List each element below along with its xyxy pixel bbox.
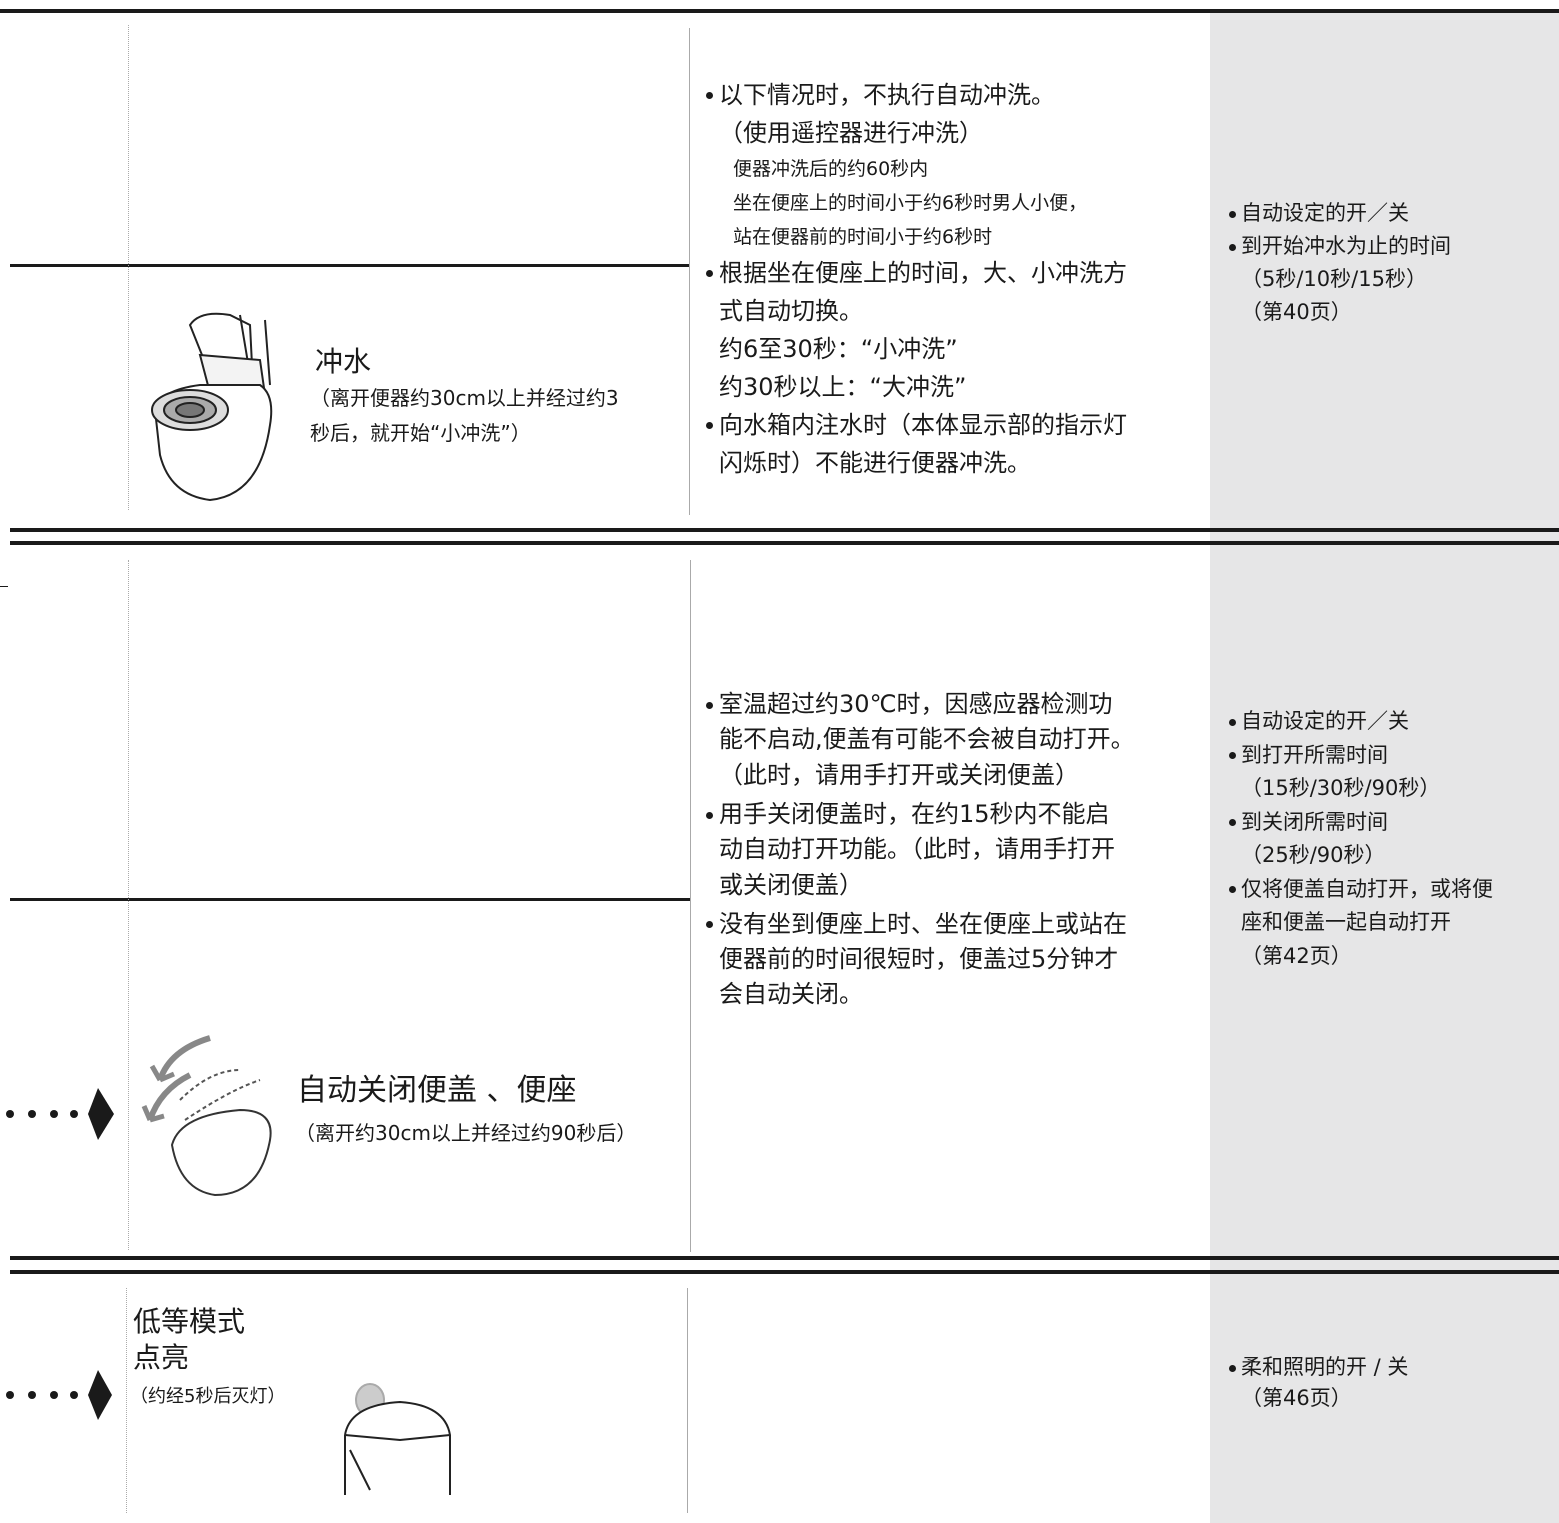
note-text: 会自动关闭。 (719, 980, 863, 1009)
setting-text: 座和便盖一起自动打开 (1241, 910, 1451, 934)
setting-text: 到打开所需时间 (1241, 742, 1388, 767)
note-text: 向水箱内注水时（本体显示部的指示灯 (719, 411, 1127, 439)
bullet (706, 811, 713, 819)
note-text: 约6至30秒：“小冲洗” (719, 335, 958, 363)
lid-illustration (6, 1035, 272, 1197)
setting-text: 到关闭所需时间 (1241, 809, 1388, 834)
bullet (1229, 752, 1236, 760)
note-text: （此时，请用手打开或关闭便盖） (719, 760, 1079, 789)
rule (10, 1256, 1559, 1260)
rule (10, 264, 690, 267)
bullet (706, 92, 713, 99)
setting-text: 自动设定的开／关 (1241, 201, 1409, 225)
divider (128, 25, 129, 510)
caption: 秒后，就开始“小冲洗”） (310, 421, 531, 445)
section-title: 自动关闭便盖 、便座 (297, 1073, 577, 1108)
note-text: 没有坐到便座上时、坐在便座上或站在 (719, 909, 1127, 938)
setting-text: 柔和照明的开 / 关 (1241, 1355, 1409, 1379)
note-text: （使用遥控器进行冲洗） (719, 119, 983, 147)
light-illustration (6, 1370, 451, 1495)
note-text: 用手关闭便盖时，在约15秒内不能启 (719, 799, 1110, 828)
note-text: 动自动打开功能。（此时，请用手打开 (719, 835, 1115, 864)
bullet (706, 422, 713, 429)
section-title: 冲水 (315, 345, 372, 378)
rule (10, 528, 1559, 532)
bullet (706, 701, 713, 709)
flush-illustration (151, 312, 273, 502)
divider (128, 560, 129, 1250)
note-text: 或关闭便盖） (719, 870, 863, 899)
setting-text: 自动设定的开／关 (1241, 709, 1409, 733)
note-text: 能不启动,便盖有可能不会被自动打开。 (719, 725, 1135, 754)
setting-text: （第46页） (1241, 1386, 1352, 1410)
note-text: 根据坐在便座上的时间，大、小冲洗方 (719, 259, 1127, 287)
note-text: 闪烁时）不能进行便器冲洗。 (719, 449, 1031, 477)
note-detail: 便器冲洗后的约60秒内 (733, 158, 929, 180)
section-title: 点亮 (133, 1341, 190, 1374)
divider (687, 1288, 688, 1513)
divider (689, 28, 690, 515)
bullet (1229, 243, 1236, 251)
setting-text: （5秒/10秒/15秒） (1241, 267, 1427, 291)
caption: （约经5秒后灭灯） (130, 1386, 286, 1407)
bullet (1229, 886, 1236, 894)
caption: （离开约30cm以上并经过约90秒后） (295, 1121, 637, 1145)
setting-text: 仅将便盖自动打开，或将便 (1241, 876, 1493, 901)
note-text: 以下情况时，不执行自动冲洗。 (719, 81, 1055, 109)
bullet (706, 270, 713, 277)
note-detail: 坐在便座上的时间小于约6秒时男人小便， (733, 192, 1088, 214)
bullet (1229, 718, 1236, 726)
setting-text: （25秒/90秒） (1241, 843, 1386, 867)
caption: （离开便器约30cm以上并经过约3 (310, 386, 619, 410)
setting-text: （第42页） (1241, 943, 1352, 968)
rule (0, 586, 8, 587)
bullet (1229, 819, 1236, 827)
rule (10, 541, 1559, 545)
section-title: 低等模式 (133, 1305, 246, 1338)
note-text: 便器前的时间很短时，便盖过5分钟才 (719, 945, 1119, 974)
note-text: 约30秒以上：“大冲洗” (719, 373, 967, 401)
note-text: 室温超过约30℃时，因感应器检测功 (719, 690, 1113, 718)
rule (10, 1270, 1559, 1274)
bullet (1229, 1364, 1236, 1372)
divider (126, 1288, 127, 1513)
note-text: 式自动切换。 (719, 297, 863, 325)
rule (0, 9, 1559, 13)
setting-text: 到开始冲水为止的时间 (1241, 234, 1451, 258)
setting-text: （第40页） (1241, 300, 1352, 324)
setting-text: （15秒/30秒/90秒） (1241, 776, 1441, 800)
bullet (1229, 210, 1236, 218)
rule (10, 898, 690, 901)
note-detail: 站在便器前的时间小于约6秒时 (733, 226, 993, 248)
divider (690, 560, 691, 1252)
bullet (706, 921, 713, 929)
